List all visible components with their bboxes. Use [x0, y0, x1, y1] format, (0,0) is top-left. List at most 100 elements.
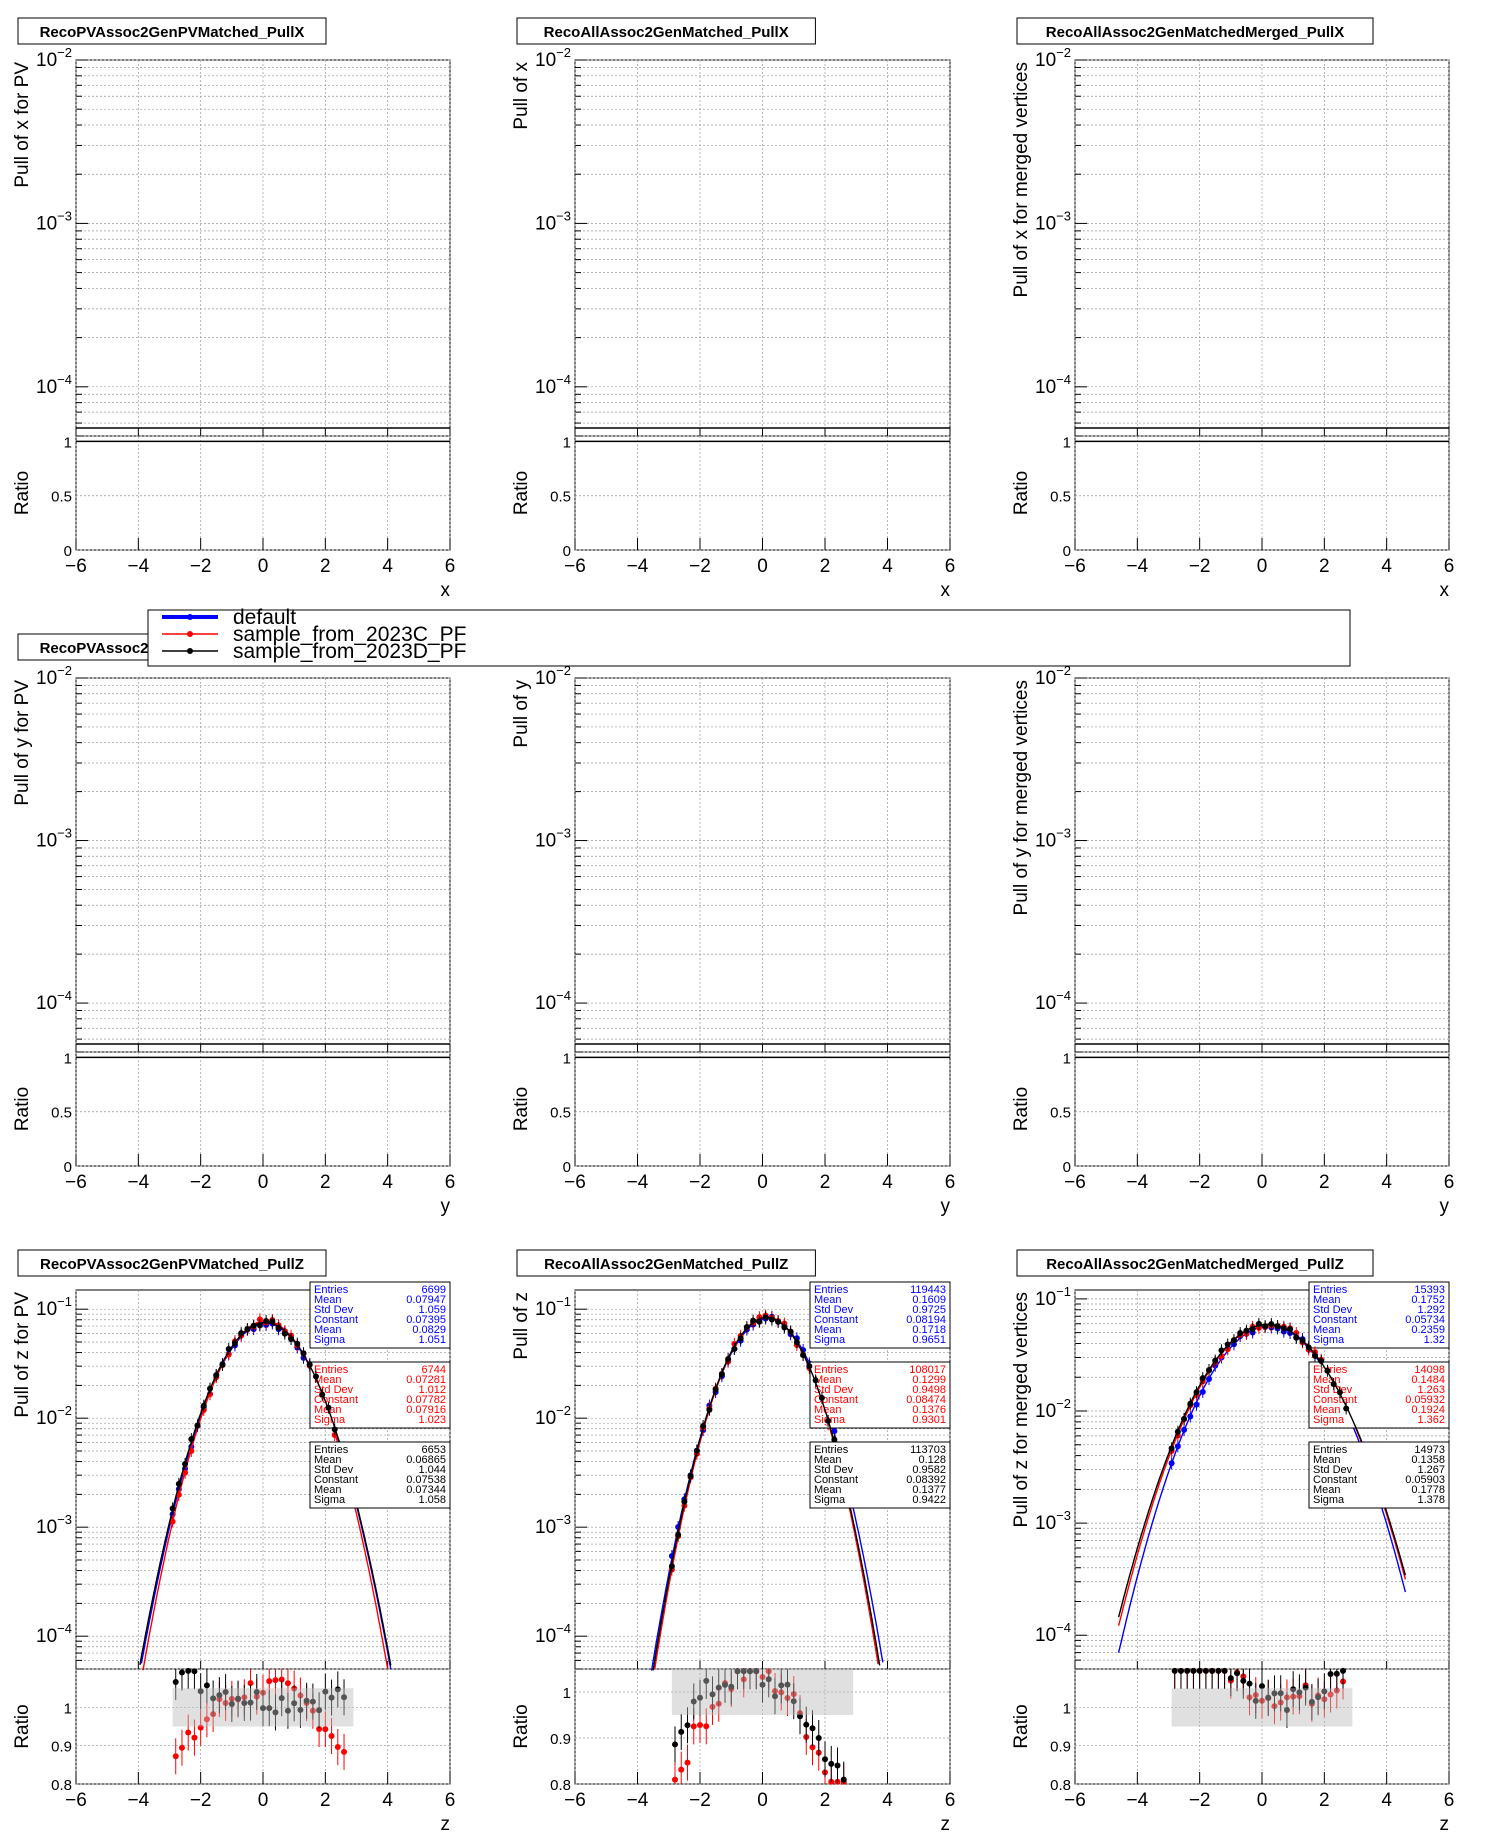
ratio-point-sample_from_2023D_PF — [291, 1700, 298, 1707]
x-tick-label: −6 — [564, 556, 586, 577]
ratio-point-sample_from_2023D_PF — [316, 1707, 323, 1714]
stats-value: 6699 — [422, 1284, 446, 1296]
ratio-axis-label: Ratio — [1011, 1704, 1032, 1748]
x-tick-label: −4 — [627, 1790, 649, 1811]
ratio-point-sample_from_2023D_PF — [703, 1677, 710, 1684]
y-tick-label: 10−2 — [1035, 663, 1071, 689]
stats-value: 0.0829 — [412, 1324, 446, 1336]
ratio-point-sample_from_2023D_PF — [840, 1776, 847, 1783]
fit-curve-default — [1117, 1325, 1407, 1653]
ratio-point-sample_from_2023D_PF — [690, 1698, 697, 1705]
data-point-sample_from_2023D_PF — [263, 1317, 270, 1324]
ratio-point-sample_from_2023C_PF — [185, 1729, 192, 1736]
ratio-point-sample_from_2023D_PF — [772, 1693, 778, 1700]
ratio-tick-label: 0.8 — [51, 1777, 72, 1794]
ratio-point-sample_from_2023C_PF — [690, 1723, 697, 1730]
ratio-point-sample_from_2023D_PF — [1177, 1667, 1184, 1674]
y-tick-exponent: −3 — [556, 1512, 571, 1527]
stats-label: Constant — [314, 1474, 358, 1486]
chart-title: RecoAllAssoc2GenMatched_PullX — [544, 24, 789, 41]
stats-label: Mean — [1313, 1404, 1341, 1416]
stats-value: 0.9651 — [912, 1334, 946, 1346]
stats-label: Std Dev — [814, 1384, 854, 1396]
ratio-point-sample_from_2023D_PF — [834, 1762, 841, 1769]
x-tick-label: −2 — [1189, 1172, 1211, 1193]
stats-label: Constant — [814, 1314, 858, 1326]
stats-label: Constant — [1313, 1314, 1357, 1326]
stats-label: Entries — [1313, 1444, 1348, 1456]
legend-swatch-marker — [187, 648, 193, 654]
y-tick-exponent: −2 — [57, 45, 72, 60]
data-point-default — [1181, 1426, 1188, 1433]
ratio-tick-label: 1 — [64, 1050, 72, 1067]
chart-title: RecoAllAssoc2GenMatched_PullZ — [544, 1256, 788, 1273]
x-tick-label: −2 — [689, 556, 711, 577]
x-tick-label: 4 — [882, 1172, 893, 1193]
x-axis-label: y — [1440, 1196, 1450, 1217]
data-point-sample_from_2023D_PF — [737, 1335, 744, 1342]
data-point-default — [831, 1428, 838, 1435]
y-tick-label: 10−3 — [535, 208, 571, 234]
chart-panel-8: 10−4 10−3 10−2 10−1 −6 −4 −2 0 2 4 6 0.8 0.9 1 z Pull o… — [511, 1249, 955, 1835]
data-point-sample_from_2023D_PF — [1237, 1330, 1244, 1337]
y-tick-label: 10−2 — [36, 45, 72, 71]
y-tick-label: 10−2 — [36, 663, 72, 689]
data-point-sample_from_2023D_PF — [312, 1373, 319, 1380]
data-point-sample_from_2023D_PF — [731, 1345, 738, 1352]
stats-label: Mean — [1313, 1454, 1341, 1466]
y-tick-exponent: −2 — [1056, 663, 1071, 678]
stats-value: 0.128 — [918, 1454, 946, 1466]
ratio-point-sample_from_2023D_PF — [1327, 1671, 1334, 1678]
data-point-sample_from_2023D_PF — [800, 1352, 807, 1359]
data-point-sample_from_2023D_PF — [1255, 1320, 1262, 1327]
data-point-sample_from_2023D_PF — [188, 1436, 195, 1443]
title-box — [17, 1249, 327, 1277]
stats-box-default: Entries 119443 Mean 0.1609 Std Dev 0.9725 Cons… — [809, 1281, 951, 1349]
stats-label: Mean — [314, 1294, 342, 1306]
ratio-point-sample_from_2023D_PF — [1308, 1698, 1315, 1705]
stats-value: 0.1484 — [1411, 1374, 1445, 1386]
data-point-sample_from_2023D_PF — [1168, 1445, 1175, 1452]
x-tick-label: 4 — [882, 556, 893, 577]
data-point-sample_from_2023D_PF — [1293, 1334, 1300, 1341]
ratio-tick-label: 1 — [563, 434, 571, 451]
data-point-sample_from_2023D_PF — [225, 1345, 232, 1352]
fit-curve-sample_from_2023D_PF — [1117, 1323, 1407, 1618]
y-tick-exponent: −2 — [57, 663, 72, 678]
y-axis-label: Pull of x for PV — [12, 62, 33, 188]
y-tick-label: 10−3 — [36, 826, 72, 852]
x-tick-label: −2 — [190, 1172, 212, 1193]
stats-value: 6744 — [422, 1364, 446, 1376]
stats-value: 0.05903 — [1405, 1474, 1445, 1486]
data-point-sample_from_2023D_PF — [1336, 1389, 1343, 1396]
data-point-sample_from_2023D_PF — [700, 1422, 707, 1429]
y-tick-exponent: −3 — [556, 208, 571, 223]
stats-label: Mean — [814, 1404, 842, 1416]
data-point-default — [1193, 1401, 1200, 1408]
data-point-sample_from_2023D_PF — [725, 1355, 732, 1362]
data-point-sample_from_2023D_PF — [1299, 1337, 1306, 1344]
x-tick-label: −6 — [65, 1790, 87, 1811]
y-tick-exponent: −4 — [57, 1621, 72, 1636]
x-tick-label: −6 — [564, 1172, 586, 1193]
y-tick-label: 10−4 — [36, 372, 72, 398]
ratio-tick-label: 0 — [64, 1159, 72, 1176]
stats-value: 0.9498 — [912, 1384, 946, 1396]
ratio-point-sample_from_2023D_PF — [1252, 1697, 1259, 1704]
stats-box-frame — [1308, 1441, 1450, 1509]
stats-box-sample_from_2023D_PF: Entries 113703 Mean 0.128 Std Dev 0.9582 Const… — [809, 1441, 951, 1509]
ratio-uncertainty-band — [1171, 1688, 1353, 1727]
ratio-point-sample_from_2023D_PF — [228, 1700, 235, 1707]
stats-value: 0.07782 — [406, 1394, 446, 1406]
stats-value: 0.05932 — [1405, 1394, 1445, 1406]
y-tick-exponent: −4 — [556, 988, 571, 1003]
data-point-sample_from_2023D_PF — [1262, 1323, 1269, 1330]
stats-value: 1.051 — [418, 1334, 446, 1346]
y-tick-label: 10−4 — [36, 1621, 72, 1647]
ratio-point-sample_from_2023C_PF — [284, 1680, 291, 1687]
ratio-point-sample_from_2023D_PF — [216, 1692, 223, 1699]
stats-value: 0.06865 — [406, 1454, 446, 1466]
stats-label: Constant — [814, 1474, 858, 1486]
data-point-sample_from_2023D_PF — [1318, 1357, 1325, 1364]
ratio-point-sample_from_2023D_PF — [697, 1694, 703, 1701]
